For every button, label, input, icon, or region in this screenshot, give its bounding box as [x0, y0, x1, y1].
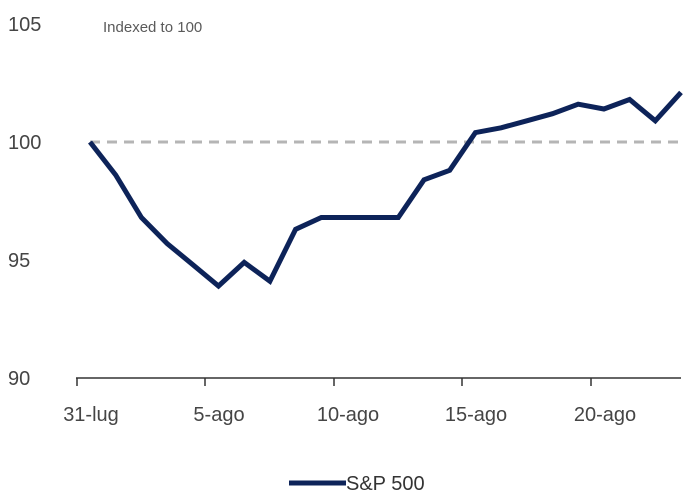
x-tick-label-10-ago: 10-ago — [317, 404, 379, 426]
y-tick-label-90: 90 — [8, 368, 30, 390]
y-tick-label-100: 100 — [8, 132, 41, 154]
x-axis-tick-labels: 31-lug 5-ago 10-ago 15-ago 20-ago — [63, 404, 636, 426]
x-axis-tick-marks — [76, 378, 592, 386]
x-tick-label-31-lug: 31-lug — [63, 404, 119, 426]
y-tick-label-95: 95 — [8, 250, 30, 272]
series-line-sp500 — [88, 90, 683, 290]
legend-label-sp500: S&P 500 — [346, 473, 425, 493]
legend: S&P 500 — [289, 473, 425, 493]
y-tick-label-105: 105 — [8, 14, 41, 36]
chart-subtitle: Indexed to 100 — [103, 19, 202, 36]
series-group — [88, 90, 683, 290]
x-tick-label-5-ago: 5-ago — [193, 404, 244, 426]
x-tick-label-15-ago: 15-ago — [445, 404, 507, 426]
y-axis-tick-labels: 90 95 100 105 — [8, 14, 41, 390]
x-tick-label-20-ago: 20-ago — [574, 404, 636, 426]
